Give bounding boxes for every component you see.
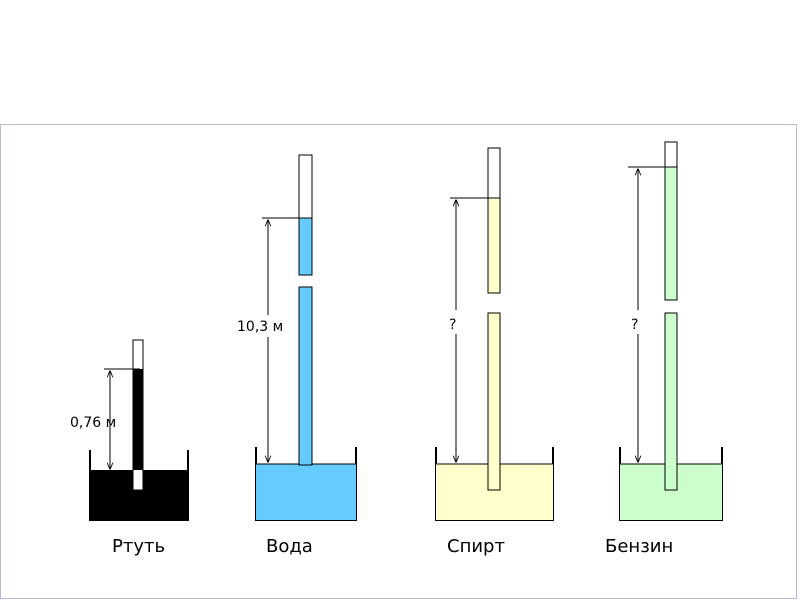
water-name: Вода [266,536,313,557]
alcohol-setup: ? [435,147,554,521]
water-liquid [256,464,356,520]
alcohol-column-lower [487,312,501,491]
water-setup: 10,3 м [236,154,357,521]
gasoline-column-lower [664,312,678,491]
mercury-height-label: 0,76 м [70,415,116,431]
alcohol-height-label: ? [449,317,456,333]
alcohol-column-upper [487,197,501,294]
mercury-setup: 0,76 м [70,339,189,521]
gasoline-setup: ? [619,141,723,521]
mercury-name: Ртуть [112,536,165,557]
water-column-lower [298,286,313,466]
mercury-tube-bottom [134,470,142,490]
water-height-label: 10,3 м [237,319,283,335]
water-column-upper [298,217,313,276]
mercury-column [133,369,143,470]
alcohol-name: Спирт [447,536,505,557]
gasoline-column-upper [664,166,678,301]
diagram-frame [0,124,797,599]
gasoline-height-label: ? [631,317,638,333]
gasoline-name: Бензин [605,536,673,557]
